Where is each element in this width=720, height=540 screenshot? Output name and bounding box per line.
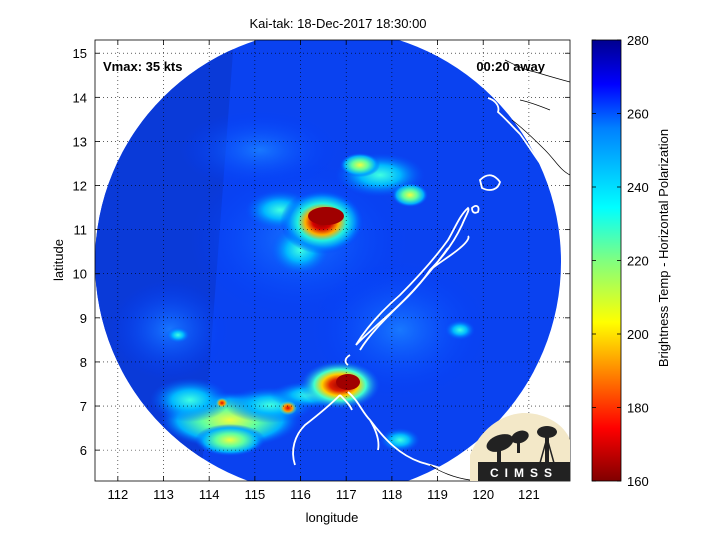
y-tick-label: 11 [74,223,88,238]
colorbar-tick-label: 220 [627,254,649,269]
x-tick-label: 117 [336,487,357,502]
vmax-annotation: Vmax: 35 kts [103,59,183,74]
x-tick-label: 118 [382,487,403,502]
y-tick-label: 9 [80,311,87,326]
y-tick-label: 7 [80,399,87,414]
axes-frame [94,39,571,482]
y-axis: 6 7 8 9 10 11 12 13 14 15 [73,46,570,458]
y-tick-label: 13 [73,134,87,149]
x-tick-label: 119 [427,487,448,502]
colorbar-tick-label: 200 [627,327,649,342]
colorbar-tick-label: 240 [627,180,649,195]
colorbar-tick-label: 160 [627,474,649,489]
colorbar-tick-label: 260 [627,107,649,122]
cimss-logo: CIMSS [470,412,570,481]
x-tick-label: 113 [153,487,174,502]
y-tick-label: 6 [80,443,87,458]
x-axis-label: longitude [306,510,359,525]
x-tick-label: 116 [290,487,311,502]
y-tick-label: 15 [73,46,87,61]
time-offset-annotation: 00:20 away [476,59,545,74]
x-tick-label: 112 [107,487,128,502]
y-tick-label: 12 [73,179,87,194]
x-tick-label: 121 [518,487,540,502]
coastline [292,40,546,479]
x-axis: 112 113 114 115 116 117 118 119 120 121 [107,40,540,502]
chart-title: Kai-tak: 18-Dec-2017 18:30:00 [249,16,426,31]
x-tick-label: 120 [472,487,494,502]
colorbar-tick-label: 180 [627,401,649,416]
grid-lines [95,40,570,481]
colorbar-ticks: 160 180 200 220 240 260 280 [592,33,649,489]
y-tick-label: 10 [73,267,87,282]
colorbar-label: Brightness Temp - Horizontal Polarizatio… [656,129,671,367]
logo-text: CIMSS [490,466,558,480]
colorbar-tick-label: 280 [627,33,649,48]
x-tick-label: 115 [244,487,265,502]
y-tick-label: 14 [73,90,87,105]
colorbar [591,39,622,482]
y-axis-label: latitude [51,239,66,281]
x-tick-label: 114 [199,487,220,502]
y-tick-label: 8 [80,355,87,370]
